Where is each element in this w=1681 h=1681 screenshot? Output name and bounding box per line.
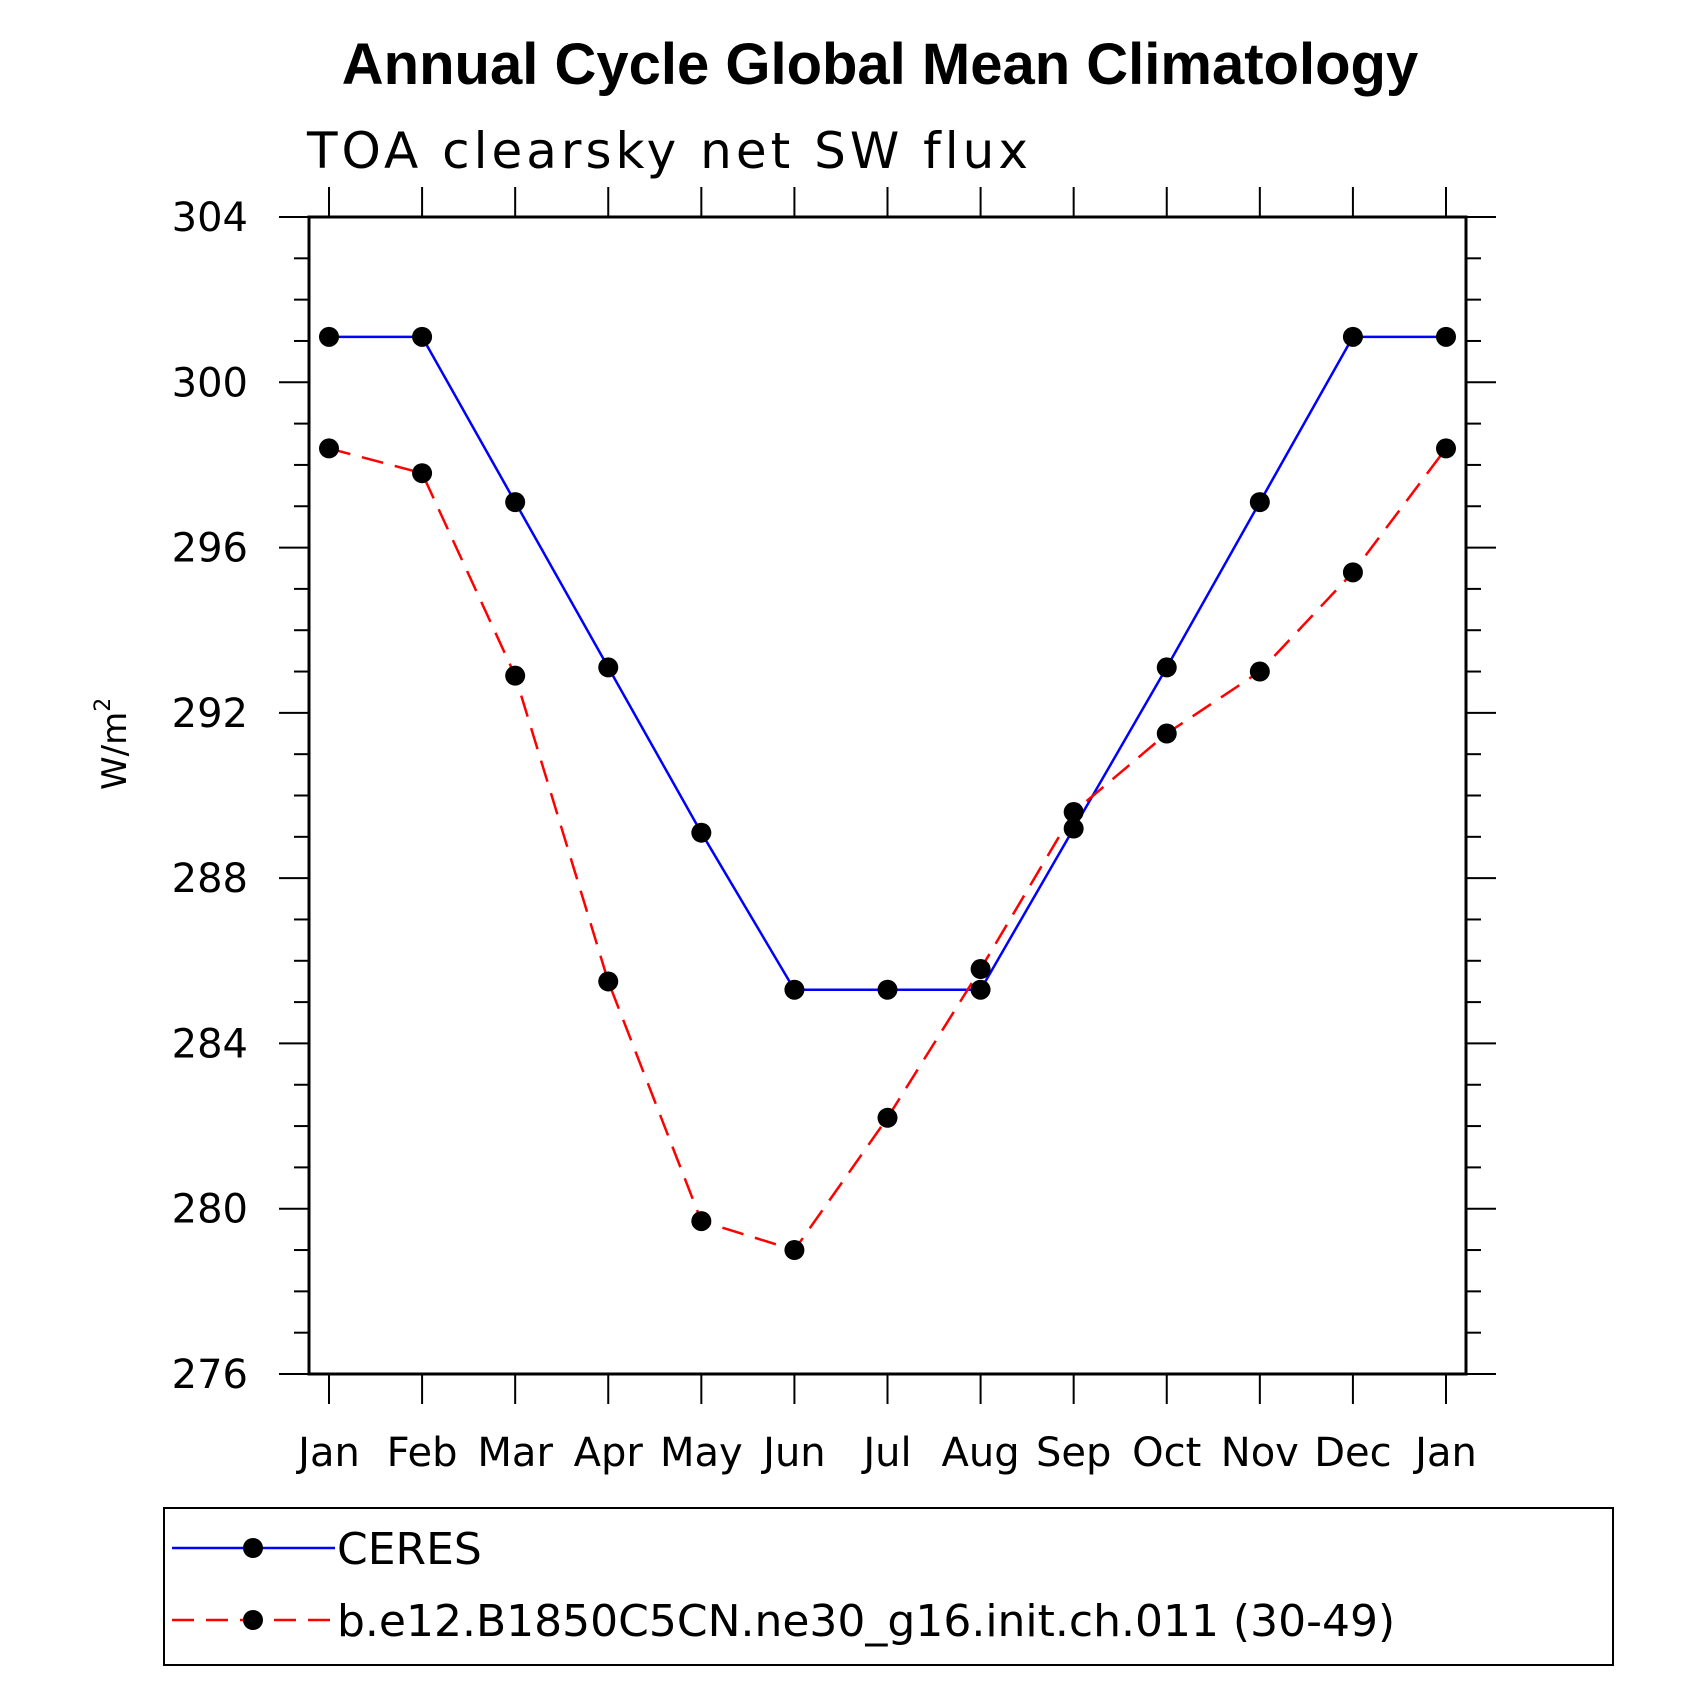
data-point bbox=[505, 492, 526, 513]
x-tick-label: May bbox=[660, 1430, 743, 1476]
legend-label: b.e12.B1850C5CN.ne30_g16.init.ch.011 (30… bbox=[337, 1596, 1395, 1647]
data-point bbox=[1436, 438, 1456, 459]
series-layer bbox=[319, 326, 1456, 1261]
data-point bbox=[691, 1211, 712, 1232]
y-tick-label: 296 bbox=[172, 526, 248, 572]
data-point bbox=[412, 326, 433, 347]
data-point bbox=[319, 438, 339, 459]
x-tick-label: Dec bbox=[1314, 1430, 1391, 1476]
data-point bbox=[877, 1107, 898, 1128]
data-point bbox=[1436, 326, 1456, 347]
x-tick-label: Sep bbox=[1036, 1430, 1111, 1476]
y-axis-label: W/m2 bbox=[91, 698, 135, 790]
series-line bbox=[329, 335, 1446, 991]
data-point bbox=[1156, 657, 1177, 678]
data-point bbox=[1156, 723, 1177, 744]
x-tick-label: Aug bbox=[942, 1430, 1020, 1476]
y-tick-label: 288 bbox=[172, 856, 248, 902]
plot-frame bbox=[307, 215, 1468, 1376]
data-point bbox=[877, 979, 898, 1000]
y-axis-unit-exponent: 2 bbox=[91, 698, 116, 712]
legend-marker bbox=[243, 1538, 263, 1558]
data-point bbox=[1342, 562, 1363, 583]
x-tick-label: Nov bbox=[1221, 1430, 1299, 1476]
y-axis-label-text: W/m2 bbox=[91, 698, 135, 790]
data-point bbox=[691, 822, 712, 843]
x-tick-label: Apr bbox=[574, 1430, 644, 1476]
data-point bbox=[598, 971, 619, 992]
x-tick-label: Jul bbox=[860, 1430, 911, 1476]
data-point bbox=[1342, 326, 1363, 347]
data-point bbox=[1249, 661, 1270, 682]
data-point bbox=[412, 463, 433, 484]
axis-ticks bbox=[279, 187, 1496, 1404]
data-point bbox=[784, 979, 805, 1000]
data-point bbox=[970, 979, 991, 1000]
data-point bbox=[319, 326, 339, 347]
legend-label: CERES bbox=[337, 1524, 482, 1575]
x-tick-label: Jan bbox=[295, 1430, 360, 1476]
y-tick-label: 280 bbox=[172, 1187, 248, 1233]
y-tick-label: 284 bbox=[172, 1021, 248, 1067]
x-tick-label: Feb bbox=[387, 1430, 458, 1476]
data-point bbox=[1249, 492, 1270, 513]
legend: CERES b.e12.B1850C5CN.ne30_g16.init.ch.01… bbox=[163, 1507, 1614, 1666]
data-point bbox=[784, 1240, 805, 1261]
x-tick-label: Jun bbox=[760, 1430, 826, 1476]
x-tick-label: Jan bbox=[1412, 1430, 1477, 1476]
data-point bbox=[1063, 802, 1084, 823]
chart-title: Annual Cycle Global Mean Climatology bbox=[342, 32, 1418, 97]
y-tick-labels: 276 280 284 288 292 296 300 304 bbox=[172, 195, 248, 1398]
x-tick-label: Mar bbox=[477, 1430, 553, 1476]
y-tick-label: 276 bbox=[172, 1352, 248, 1398]
legend-marker bbox=[243, 1610, 263, 1630]
legend-box bbox=[163, 1507, 1614, 1666]
data-point bbox=[1063, 818, 1084, 839]
y-axis-unit: W/m bbox=[95, 712, 135, 790]
x-tick-labels: Jan Feb Mar Apr May Jun Jul Aug Sep Oct Nov Dec Jan bbox=[295, 1430, 1477, 1476]
data-point bbox=[505, 665, 526, 686]
y-tick-label: 292 bbox=[172, 691, 248, 737]
series-line bbox=[328, 447, 1447, 1252]
x-tick-label: Oct bbox=[1132, 1430, 1201, 1476]
y-tick-label: 304 bbox=[172, 195, 248, 241]
data-point bbox=[970, 959, 991, 980]
data-point bbox=[598, 657, 619, 678]
chart-subtitle: TOA clearsky net SW flux bbox=[306, 122, 1032, 180]
y-tick-label: 300 bbox=[172, 360, 248, 406]
